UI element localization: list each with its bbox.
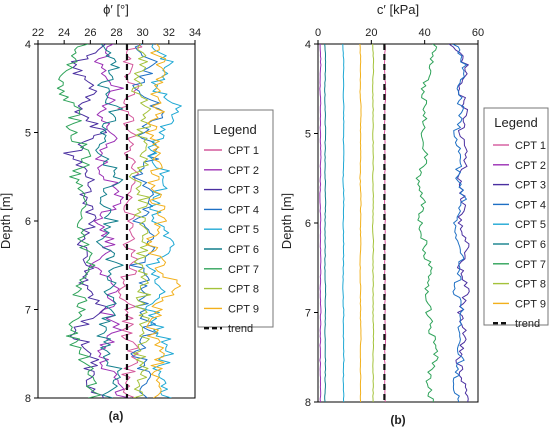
series-line-cpt-7 — [415, 44, 439, 402]
series-line-cpt-1 — [117, 44, 143, 398]
y-tick-label: 4 — [25, 39, 31, 51]
x-tick-label: 22 — [32, 27, 44, 39]
x-tick-label: 30 — [137, 27, 149, 39]
x-tick-label: 60 — [472, 27, 484, 39]
y-tick-label: 8 — [25, 393, 31, 405]
panel-b-y-axis-title: Depth [m] — [279, 193, 294, 249]
panel-b-ticks: 0 20 40 60 4 5 6 7 8 — [305, 27, 484, 409]
y-tick-label: 5 — [305, 129, 311, 141]
series-line-cpt-8 — [372, 44, 375, 402]
legend-entry-label: CPT 4 — [515, 199, 546, 211]
series-line-cpt-1 — [383, 44, 387, 402]
series-line-cpt-7 — [56, 44, 102, 398]
panel-a-y-axis-title: Depth [m] — [0, 193, 13, 249]
legend-entry-label: CPT 5 — [228, 224, 259, 236]
panel-a-legend: Legend CPT 1 CPT 2 CPT 3 CPT 4 CPT 5 CPT 6 CPT… — [197, 109, 274, 335]
x-tick-label: 32 — [163, 27, 175, 39]
y-tick-label: 6 — [25, 216, 31, 228]
legend-entry-label: CPT 7 — [515, 259, 546, 271]
panel-b-legend-title: Legend — [494, 115, 537, 130]
y-tick-label: 7 — [25, 305, 31, 317]
legend-entry-label: CPT 9 — [515, 298, 546, 310]
legend-entry-label: CPT 7 — [228, 264, 259, 276]
legend-entry-label: CPT 6 — [228, 244, 259, 256]
panel-b-cohesion-chart: 0 20 40 60 4 5 6 7 8 c′ [kPa] Depth [m] (b) Lege… — [279, 2, 549, 427]
panel-a-ticks: 22 24 26 28 30 32 34 4 5 6 7 8 — [25, 27, 201, 405]
panel-a-phi-chart: 22 24 26 28 30 32 34 4 5 6 7 8 ϕ′ [°] Depth [m] (a)… — [0, 2, 274, 423]
y-tick-label: 4 — [305, 39, 311, 51]
panel-a-x-axis-title: ϕ′ [°] — [103, 2, 129, 17]
legend-entry-label: trend — [515, 318, 540, 330]
panel-a-legend-box — [197, 109, 274, 328]
y-tick-label: 6 — [305, 218, 311, 230]
x-tick-label: 24 — [58, 27, 70, 39]
series-line-cpt-6 — [95, 44, 124, 398]
series-line-cpt-3 — [448, 44, 470, 402]
y-tick-label: 8 — [305, 397, 311, 409]
series-line-cpt-5 — [145, 44, 182, 398]
series-line-cpt-9 — [145, 44, 182, 398]
series-line-cpt-9 — [359, 44, 362, 402]
panel-b-legend: Legend CPT 1 CPT 2 CPT 3 CPT 4 CPT 5 CPT 6 CPT… — [483, 107, 549, 330]
series-line-cpt-4 — [129, 44, 165, 398]
panel-a-label: (a) — [109, 409, 124, 423]
panel-a-legend-title: Legend — [213, 122, 256, 137]
panel-a-series-group — [56, 44, 182, 398]
legend-entry-label: CPT 9 — [228, 303, 259, 315]
panel-b-x-axis-title: c′ [kPa] — [377, 2, 419, 17]
legend-entry-label: CPT 2 — [228, 165, 259, 177]
legend-entry-label: CPT 8 — [228, 284, 259, 296]
x-tick-label: 28 — [110, 27, 122, 39]
x-tick-label: 40 — [419, 27, 431, 39]
legend-entry-label: CPT 3 — [515, 180, 546, 192]
legend-entry-label: CPT 6 — [515, 239, 546, 251]
legend-entry-label: CPT 1 — [515, 140, 546, 152]
series-line-cpt-2 — [319, 44, 322, 402]
series-line-cpt-6 — [324, 44, 327, 402]
panel-b-label: (b) — [390, 413, 405, 427]
y-tick-label: 5 — [25, 128, 31, 140]
series-line-cpt-4 — [452, 44, 468, 402]
legend-entry-label: CPT 8 — [515, 279, 546, 291]
legend-entry-label: CPT 4 — [228, 204, 259, 216]
series-line-cpt-8 — [128, 44, 152, 398]
panel-b-series-group — [319, 44, 470, 402]
legend-entry-label: CPT 1 — [228, 145, 259, 157]
series-line-cpt-5 — [342, 44, 345, 402]
x-tick-label: 0 — [315, 27, 321, 39]
legend-entry-label: CPT 5 — [515, 219, 546, 231]
x-tick-label: 34 — [189, 27, 201, 39]
legend-entry-label: CPT 3 — [228, 185, 259, 197]
legend-entry-label: trend — [228, 323, 253, 335]
x-tick-label: 20 — [365, 27, 377, 39]
panel-b-legend-box — [483, 107, 549, 326]
series-line-cpt-2 — [89, 44, 130, 398]
legend-entry-label: CPT 2 — [515, 160, 546, 172]
y-tick-label: 7 — [305, 308, 311, 320]
x-tick-label: 26 — [84, 27, 96, 39]
series-line-cpt-3 — [63, 44, 107, 398]
